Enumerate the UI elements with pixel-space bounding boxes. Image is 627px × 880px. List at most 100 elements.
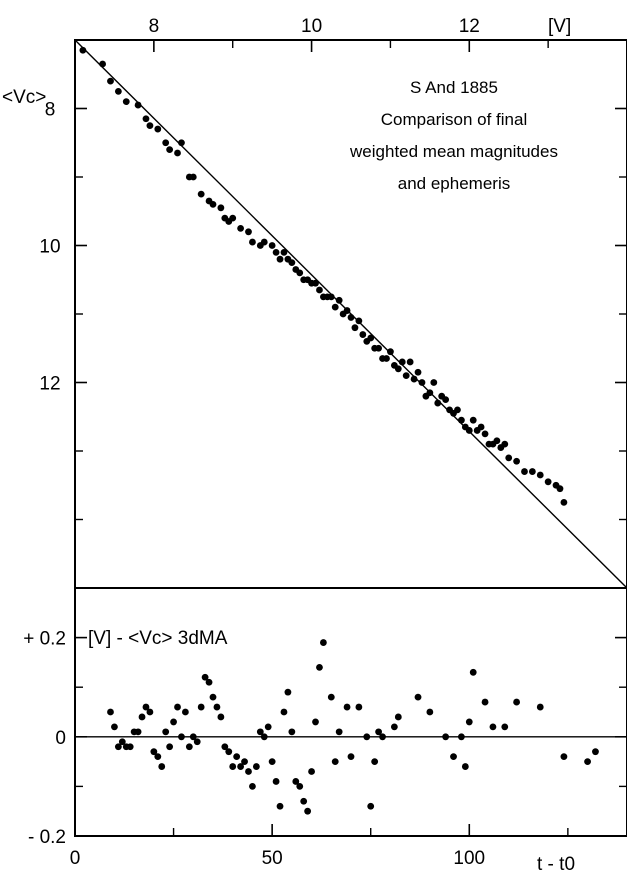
residual-point xyxy=(304,807,312,815)
data-point xyxy=(367,334,375,342)
residual-point xyxy=(221,743,229,751)
data-point xyxy=(166,146,174,154)
residual-point xyxy=(185,743,193,751)
top-tick-label: 8 xyxy=(149,16,160,37)
data-point xyxy=(217,204,225,212)
data-point xyxy=(493,437,501,445)
residual-point xyxy=(536,703,544,711)
residual-point xyxy=(442,733,450,741)
data-point xyxy=(162,139,170,147)
residual-point xyxy=(560,753,568,761)
residual-point xyxy=(367,802,375,810)
title-line-4: and ephemeris xyxy=(398,174,510,193)
data-point xyxy=(430,379,438,386)
residual-point xyxy=(371,758,379,765)
data-point xyxy=(410,375,418,383)
data-point xyxy=(426,389,434,397)
data-point xyxy=(454,406,461,414)
data-point xyxy=(387,348,394,356)
data-point xyxy=(536,471,544,479)
ephemeris-line xyxy=(74,39,627,589)
residual-point xyxy=(213,703,221,711)
upper-y-ticks: 8 10 12 xyxy=(39,100,627,521)
residual-point xyxy=(260,733,268,741)
residual-point xyxy=(513,698,520,706)
data-point xyxy=(434,399,442,407)
data-point xyxy=(178,139,185,147)
data-point xyxy=(398,358,406,366)
residual-point xyxy=(300,797,308,805)
y-tick-label: 10 xyxy=(39,237,60,258)
residual-point xyxy=(193,738,201,746)
residual-point xyxy=(233,753,241,761)
upper-top-ticks: 8 10 12 xyxy=(149,16,549,52)
data-point xyxy=(505,454,513,462)
data-point xyxy=(268,242,276,249)
residual-point xyxy=(394,713,402,721)
data-point xyxy=(465,427,473,434)
upper-panel: 8 10 12 8 10 12 <Vc> [V] S And 1885 Comparis… xyxy=(2,16,627,589)
data-point xyxy=(359,331,367,338)
residual-point xyxy=(146,708,154,716)
residual-point xyxy=(162,728,170,736)
data-point xyxy=(245,228,252,236)
x-axis-label: t - t0 xyxy=(537,854,575,875)
data-point xyxy=(528,468,536,475)
residual-point xyxy=(272,778,280,785)
top-tick-label: 12 xyxy=(459,16,480,37)
chart-title: S And 1885 Comparison of final weighted … xyxy=(349,78,558,193)
data-point xyxy=(560,498,568,506)
residual-point xyxy=(264,723,272,731)
residual-point xyxy=(114,743,122,751)
y-tick-label: 8 xyxy=(45,100,56,121)
data-point xyxy=(260,238,268,246)
residual-point xyxy=(465,718,473,726)
residual-point xyxy=(501,723,509,731)
data-point xyxy=(469,416,477,424)
data-point xyxy=(406,358,414,366)
data-point xyxy=(312,279,319,287)
residual-point xyxy=(158,763,166,770)
x-tick-label: 0 xyxy=(70,848,81,869)
residual-point xyxy=(197,703,205,711)
top-axis-label: [V] xyxy=(548,16,571,37)
residual-point xyxy=(225,748,233,756)
residual-point xyxy=(331,758,339,765)
data-point xyxy=(327,293,335,301)
residual-point xyxy=(138,713,146,721)
residual-point xyxy=(343,703,351,711)
data-point xyxy=(237,224,245,232)
data-point xyxy=(544,478,552,486)
residual-point xyxy=(249,783,256,790)
residual-point xyxy=(276,802,284,810)
residual-point xyxy=(458,733,465,741)
residual-y-tick-label: 0 xyxy=(55,728,66,749)
data-point xyxy=(280,248,288,256)
residual-point xyxy=(229,763,237,770)
residual-point xyxy=(237,763,245,770)
data-point xyxy=(296,269,304,277)
data-point xyxy=(414,368,422,376)
data-point xyxy=(122,98,130,106)
data-point xyxy=(331,303,339,311)
data-point xyxy=(174,149,181,157)
residual-y-tick-label: + 0.2 xyxy=(23,629,66,650)
data-point xyxy=(521,468,528,475)
residual-point xyxy=(205,678,213,686)
lower-plot-frame xyxy=(74,587,627,837)
data-point xyxy=(513,457,520,465)
residual-point xyxy=(170,718,177,726)
data-point xyxy=(142,115,150,123)
residual-point xyxy=(284,688,292,696)
residual-point xyxy=(252,763,260,770)
lower-x-ticks: 0 50 100 xyxy=(70,824,569,869)
data-point xyxy=(402,372,410,380)
residual-point xyxy=(288,728,296,736)
residual-point xyxy=(118,738,126,746)
residual-point xyxy=(107,708,114,716)
residual-point xyxy=(292,778,300,785)
data-point xyxy=(481,430,489,438)
data-point xyxy=(335,296,343,304)
residual-point xyxy=(461,763,469,770)
